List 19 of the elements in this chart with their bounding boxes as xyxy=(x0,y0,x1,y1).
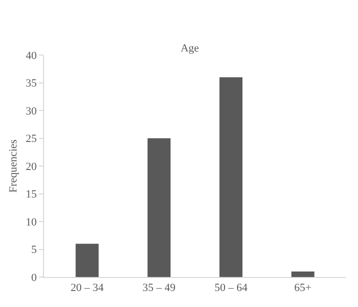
y-tick-label: 5 xyxy=(31,244,38,256)
y-tick-label: 20 xyxy=(26,160,38,173)
x-tick-label: 35 – 49 xyxy=(142,282,176,294)
bar xyxy=(291,271,314,277)
y-tick-label: 35 xyxy=(26,78,38,90)
bar xyxy=(76,244,99,277)
chart-title: Age xyxy=(180,42,200,54)
x-tick-label: 65+ xyxy=(294,282,312,294)
y-tick-label: 25 xyxy=(26,133,38,146)
y-tick-label: 30 xyxy=(26,105,38,118)
y-axis-title: Frequencies xyxy=(7,139,20,193)
x-tick-label: 20 – 34 xyxy=(70,282,104,294)
y-tick-label: 15 xyxy=(26,188,38,201)
x-tick-label: 50 – 64 xyxy=(214,282,248,294)
y-tick-label: 10 xyxy=(26,216,38,228)
bar xyxy=(148,138,171,277)
y-tick-label: 40 xyxy=(26,50,38,62)
y-tick-label: 0 xyxy=(31,272,38,284)
bar xyxy=(219,77,242,277)
